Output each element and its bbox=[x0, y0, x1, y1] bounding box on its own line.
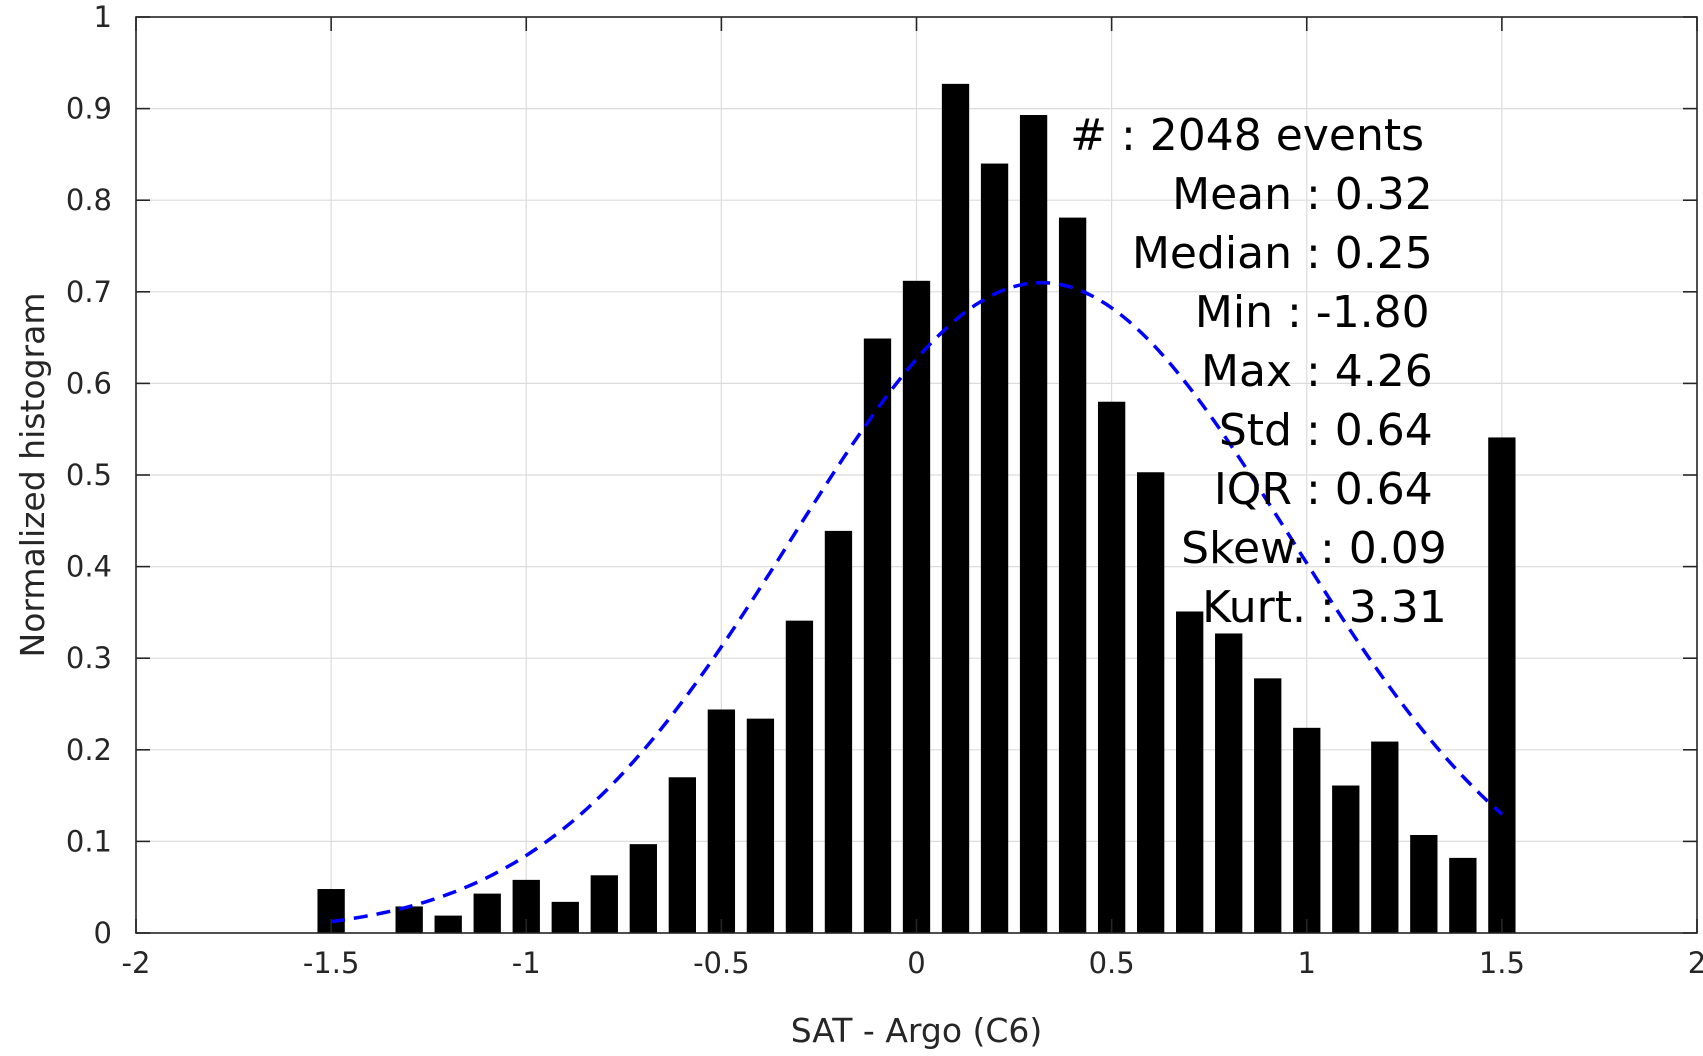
stat-label: Std bbox=[1219, 405, 1292, 456]
histogram-bar bbox=[863, 338, 892, 933]
histogram-bar bbox=[980, 163, 1009, 933]
histogram-bars bbox=[317, 83, 1516, 934]
histogram-bar bbox=[629, 844, 657, 933]
x-tick-label: -0.5 bbox=[693, 946, 750, 980]
normal-fit-curve bbox=[330, 280, 1504, 924]
x-tick-label: 2 bbox=[1688, 946, 1703, 980]
histogram-bar bbox=[1254, 678, 1282, 933]
y-tick-label: 0.1 bbox=[66, 824, 112, 858]
histogram-bar bbox=[668, 777, 697, 933]
stat-value: : 0.09 bbox=[1320, 523, 1447, 574]
y-tick-label: 0 bbox=[94, 916, 112, 950]
histogram-bar bbox=[434, 915, 462, 933]
x-axis-tick-labels: -2 -1.5 -1 -0.5 0 0.5 1 1.5 2 bbox=[122, 946, 1703, 980]
stat-value: : 0.64 bbox=[1306, 405, 1433, 456]
stat-label: # bbox=[1070, 110, 1107, 161]
stat-value: : 4.26 bbox=[1306, 346, 1433, 397]
stat-value: : 3.31 bbox=[1320, 582, 1447, 633]
histogram-bar bbox=[1058, 217, 1087, 933]
stat-value: : 0.32 bbox=[1306, 169, 1433, 220]
histogram-bar bbox=[1293, 727, 1321, 933]
y-tick-label: 0.4 bbox=[66, 550, 112, 584]
y-tick-label: 1 bbox=[94, 0, 112, 34]
y-axis-tick-labels: 0 0.1 0.2 0.3 0.4 0.5 0.6 0.7 0.8 0.9 1 bbox=[66, 0, 112, 950]
histogram-bar bbox=[941, 83, 970, 934]
x-tick-label: -1 bbox=[512, 946, 541, 980]
histogram-bar bbox=[824, 530, 853, 933]
y-tick-label: 0.6 bbox=[66, 366, 112, 400]
stat-value: : 0.64 bbox=[1306, 464, 1433, 515]
y-axis-label: Normalized histogram bbox=[13, 293, 52, 658]
stat-value: : 0.25 bbox=[1306, 228, 1433, 279]
histogram-bar bbox=[551, 901, 579, 933]
histogram-bar bbox=[785, 620, 814, 933]
stat-label: Median bbox=[1132, 228, 1292, 279]
x-tick-label: 1.5 bbox=[1479, 946, 1525, 980]
x-axis-label: SAT - Argo (C6) bbox=[791, 1011, 1043, 1050]
x-tick-label: -2 bbox=[122, 946, 151, 980]
histogram-bar bbox=[473, 893, 501, 933]
histogram-bar bbox=[1371, 741, 1399, 933]
x-tick-label: -1.5 bbox=[303, 946, 360, 980]
axis-ticks bbox=[135, 16, 1698, 934]
histogram-bar bbox=[395, 906, 423, 933]
y-tick-label: 0.2 bbox=[66, 733, 112, 767]
histogram-bar bbox=[590, 875, 618, 933]
y-tick-label: 0.7 bbox=[66, 275, 112, 309]
histogram-bar bbox=[746, 718, 775, 933]
histogram-bar bbox=[1410, 834, 1438, 933]
stat-label: Min bbox=[1195, 287, 1273, 338]
histogram-bar bbox=[707, 709, 736, 933]
x-tick-label: 0.5 bbox=[1089, 946, 1135, 980]
histogram-bar bbox=[1136, 472, 1165, 933]
histogram-bar bbox=[1332, 785, 1360, 933]
histogram-bar bbox=[1019, 115, 1048, 933]
histogram-bar bbox=[902, 280, 931, 934]
stat-label: Max bbox=[1201, 346, 1292, 397]
y-tick-label: 0.8 bbox=[66, 183, 112, 217]
stat-label: Mean bbox=[1172, 169, 1292, 220]
histogram-bar bbox=[1449, 857, 1477, 933]
stat-value: : -1.80 bbox=[1287, 287, 1430, 338]
x-tick-label: 1 bbox=[1298, 946, 1316, 980]
histogram-bar bbox=[1097, 401, 1126, 934]
x-tick-label: 0 bbox=[907, 946, 925, 980]
stat-label: Skew. bbox=[1181, 523, 1306, 574]
histogram-bar bbox=[1488, 437, 1516, 933]
y-tick-label: 0.9 bbox=[66, 92, 112, 126]
stat-label: IQR bbox=[1214, 464, 1292, 515]
histogram-bar bbox=[1215, 633, 1243, 933]
stat-label: Kurt. bbox=[1202, 582, 1306, 633]
stats-annotation: # : 2048 events Mean : 0.32 Median : 0.25 Min:… bbox=[1070, 110, 1447, 633]
y-tick-label: 0.5 bbox=[66, 458, 112, 492]
y-tick-label: 0.3 bbox=[66, 641, 112, 675]
stat-value: : 2048 events bbox=[1121, 110, 1424, 161]
histogram-bar bbox=[1176, 611, 1204, 933]
